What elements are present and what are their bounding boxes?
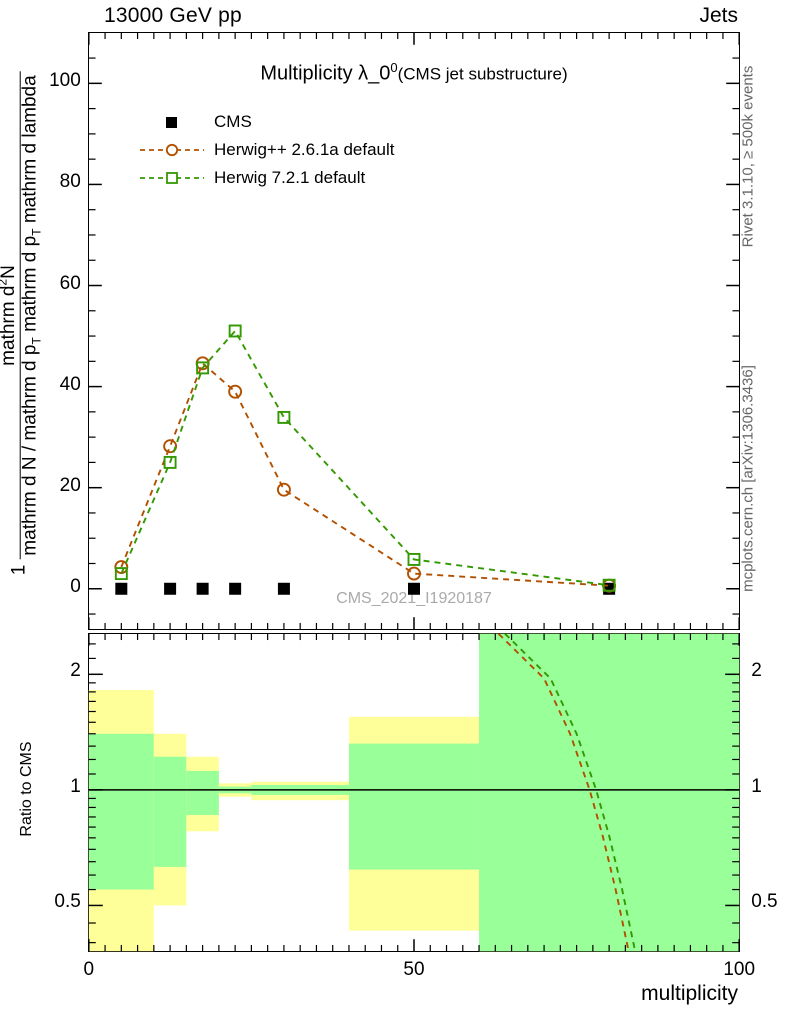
main-plot-panel — [88, 32, 740, 630]
main-ytick-label-80: 80 — [59, 171, 81, 193]
x-axis-tick-label-0: 0 — [83, 959, 95, 981]
ratio-band-inner — [479, 633, 740, 952]
datapoint-herwigpp[interactable] — [163, 439, 178, 454]
title-symbol: λ_0 — [358, 62, 391, 85]
legend-label-herwigpp: Herwig++ 2.6.1a default — [214, 140, 395, 159]
ratio-curve-herwigpp — [497, 633, 630, 952]
x-axis-label: multiplicity — [641, 982, 738, 1005]
datapoint-herwigpp[interactable] — [407, 566, 421, 581]
datapoint-herwig7[interactable] — [163, 455, 177, 469]
datapoint-cms[interactable] — [164, 582, 177, 595]
datapoint-cms[interactable] — [229, 582, 242, 595]
ratio-ytick-label-left-2: 2 — [70, 660, 81, 682]
series-line-herwig7 — [120, 329, 610, 587]
collision-energy-label: 13000 GeV pp — [104, 4, 242, 27]
legend-swatch-cms-icon — [166, 117, 177, 128]
ratio-band-inner — [186, 770, 219, 816]
datapoint-cms[interactable] — [408, 582, 420, 595]
datapoint-cms[interactable] — [277, 582, 290, 595]
ratio-ytick-label-left-0: 0.5 — [54, 891, 81, 913]
datapoint-herwigpp[interactable] — [228, 384, 243, 399]
main-ytick-label-60: 60 — [59, 272, 81, 294]
x-axis-tick-label-100: 100 — [723, 959, 756, 981]
datapoint-cms[interactable] — [196, 582, 209, 595]
legend-key-herwig7 — [140, 168, 204, 188]
legend-swatch-herwigpp-icon — [140, 143, 204, 157]
datapoint-herwigpp[interactable] — [276, 482, 291, 497]
datapoint-cms[interactable] — [115, 582, 128, 595]
ratio-ytick-label-right-1: 1 — [751, 775, 762, 797]
ratio-ytick-label-right-0: 0.5 — [751, 891, 778, 913]
title-paren: (CMS jet substructure) — [397, 64, 568, 84]
analysis-id-watermark: CMS_2021_I1920187 — [336, 590, 492, 607]
datapoint-herwig7[interactable] — [407, 553, 421, 566]
legend: CMS Herwig++ 2.6.1a default Herwig 7.2.1… — [140, 108, 395, 192]
page-title: Multiplicity λ_00(CMS jet substructure) — [88, 60, 740, 86]
legend-key-cms — [140, 112, 204, 132]
legend-item-herwig7[interactable]: Herwig 7.2.1 default — [140, 164, 395, 192]
ratio-ytick-label-right-2: 2 — [751, 660, 762, 682]
legend-swatch-herwig7-icon — [140, 172, 204, 184]
title-superscript: 0 — [390, 60, 398, 75]
datapoint-herwig7[interactable] — [196, 361, 210, 375]
main-ytick-label-20: 20 — [59, 474, 81, 496]
legend-item-cms[interactable]: CMS — [140, 108, 395, 136]
ratio-ytick-label-left-1: 1 — [70, 775, 81, 797]
analysis-category-label: Jets — [699, 4, 738, 27]
main-ytick-label-100: 100 — [49, 70, 81, 92]
title-main: Multiplicity — [260, 62, 359, 85]
legend-item-herwigpp[interactable]: Herwig++ 2.6.1a default — [140, 136, 395, 164]
ratio-band-inner — [88, 733, 154, 890]
ratio-band-inner — [348, 743, 480, 870]
legend-key-herwigpp — [140, 140, 204, 160]
datapoint-herwig7[interactable] — [228, 324, 242, 338]
legend-label-herwig7: Herwig 7.2.1 default — [214, 168, 366, 187]
datapoint-herwig7[interactable] — [277, 410, 291, 424]
datapoint-herwig7[interactable] — [114, 567, 128, 581]
ratio-curve-herwig7 — [504, 633, 637, 952]
main-ytick-label-40: 40 — [59, 373, 81, 395]
x-axis-tick-label-50: 50 — [403, 959, 425, 981]
legend-label-cms: CMS — [214, 112, 252, 131]
datapoint-herwig7[interactable] — [602, 578, 616, 592]
ratio-band-inner — [153, 756, 187, 867]
main-ytick-label-0: 0 — [70, 575, 81, 597]
